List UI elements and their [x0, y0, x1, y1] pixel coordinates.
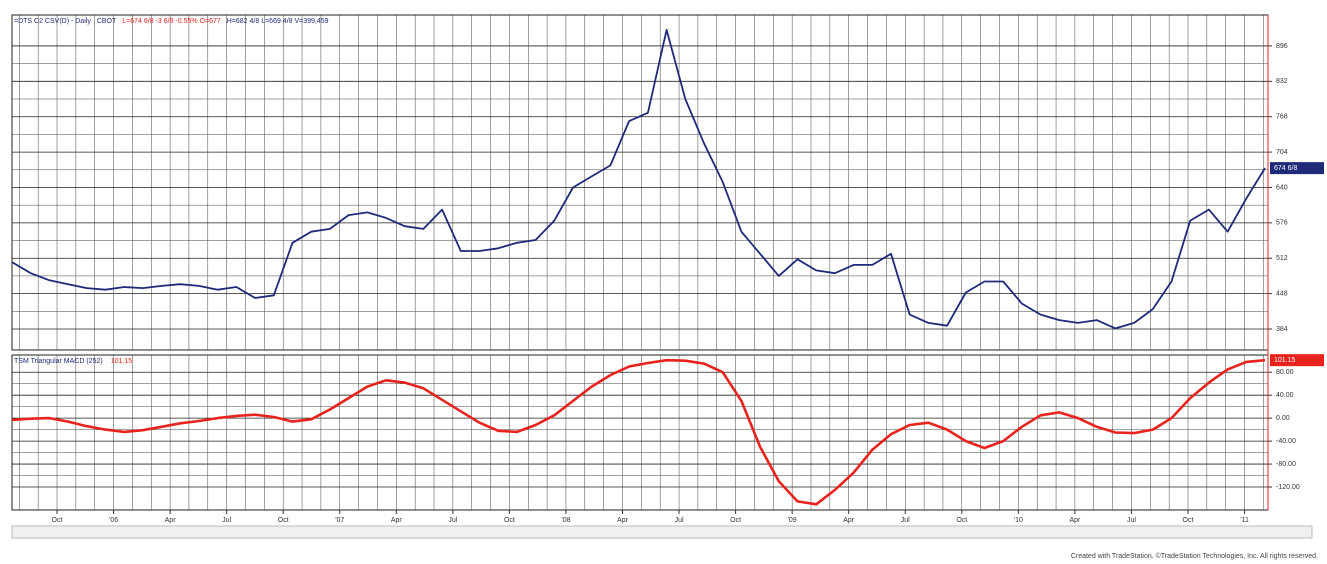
y-tick-label: 832 [1276, 78, 1288, 85]
x-tick-label: Oct [504, 517, 515, 524]
grid-layer [12, 15, 1268, 510]
y-tick-label: 80.00 [1276, 369, 1294, 376]
y-tick-label: 704 [1276, 149, 1288, 156]
x-tick-label: '10 [1014, 517, 1023, 524]
y-tick-label: 0.00 [1276, 415, 1290, 422]
price-title: =DTS C2 CSV(D) - Daily CBOT L=674 6/8 -3 6… [14, 18, 329, 25]
x-tick-label: '08 [561, 517, 570, 524]
title-quote-red: L=674 6/8 -3 6/8 -0.55% O=677 [122, 18, 221, 25]
footer: Created with TradeStation. ©TradeStation… [1071, 552, 1318, 560]
x-tick-label: Apr [617, 517, 629, 524]
x-tick-label: Oct [278, 517, 289, 524]
y-tick-label: 512 [1276, 255, 1288, 262]
x-tick-label: '09 [788, 517, 797, 524]
y-tick-label: -120.00 [1276, 484, 1300, 491]
y-tick-label: 448 [1276, 290, 1288, 297]
x-tick-label: Apr [165, 517, 177, 524]
y-tick-label: 384 [1276, 326, 1288, 333]
y-tick-label: 896 [1276, 43, 1288, 50]
x-tick-label: Jul [1127, 517, 1136, 524]
x-tick-label: Oct [52, 517, 63, 524]
scrollbar[interactable] [11, 525, 1313, 539]
series-line [11, 358, 1266, 506]
x-tick-label: Oct [1183, 517, 1194, 524]
x-tick-label: Jul [222, 517, 231, 524]
y-tick-label: 40.00 [1276, 392, 1294, 399]
last-value-label: 101.15 [1274, 357, 1296, 364]
series-line [11, 29, 1266, 330]
x-tick-label: Apr [1069, 517, 1081, 524]
last-value-box [1270, 354, 1324, 367]
x-tick-label: Apr [843, 517, 855, 524]
y-tick-label: 768 [1276, 114, 1288, 121]
x-tick-label: Oct [956, 517, 967, 524]
x-tick-label: Apr [391, 517, 403, 524]
y-tick-label: 576 [1276, 220, 1288, 227]
y-tick-label: -40.00 [1276, 438, 1296, 445]
x-tick-label: Jul [675, 517, 684, 524]
x-tick-label: '06 [109, 517, 118, 524]
x-tick-label: Jul [448, 517, 457, 524]
x-tick-label: '07 [335, 517, 344, 524]
y-tick-label: 640 [1276, 184, 1288, 191]
x-tick-label: Oct [730, 517, 741, 524]
y-tick-label: -80.00 [1276, 461, 1296, 468]
macd-title-main: TSM Triangular MACD (252) [14, 358, 103, 365]
title-main: =DTS C2 CSV(D) - Daily [14, 18, 91, 25]
title-quote: H=682 4/8 L=669 4/8 V=399,459 [227, 18, 329, 25]
macd-title-value: 101.15 [111, 358, 133, 365]
x-tick-label: '11 [1240, 517, 1249, 524]
macd-title: TSM Triangular MACD (252) 101.15 [14, 358, 132, 365]
last-value-label: 674 6/8 [1274, 165, 1297, 172]
last-value-box [1270, 162, 1324, 175]
x-tick-label: Jul [901, 517, 910, 524]
title-exchange: CBOT [97, 18, 117, 25]
